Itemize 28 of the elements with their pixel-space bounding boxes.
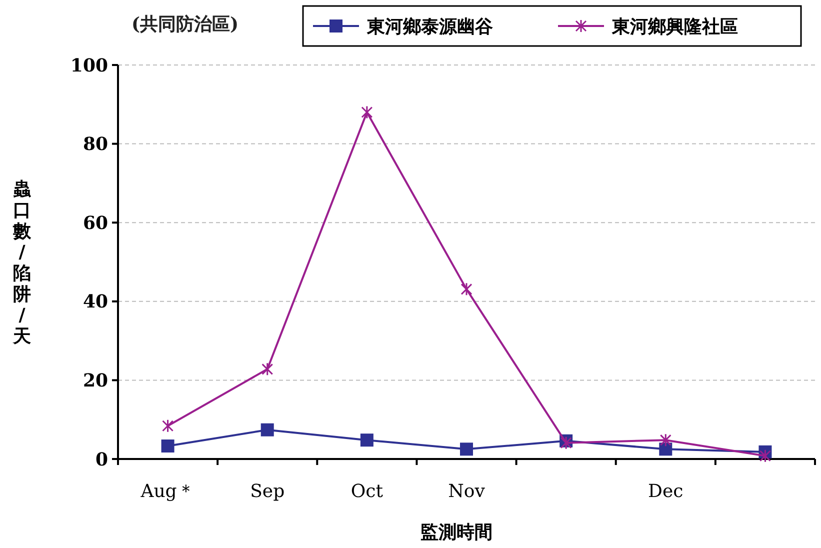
point	[262, 362, 274, 376]
y-tick-label: 80	[82, 134, 108, 156]
point	[660, 433, 672, 447]
point	[162, 419, 174, 433]
legend-label: 東河鄉興隆社區	[611, 16, 738, 38]
point	[659, 442, 672, 456]
y-tick-label: 20	[82, 370, 108, 392]
point	[161, 440, 174, 452]
x-tick-label: Sep	[250, 481, 285, 502]
point	[759, 449, 771, 463]
point	[460, 282, 472, 296]
point	[560, 436, 572, 450]
x-tick-label: Nov	[448, 481, 486, 502]
chart-title: (共同防治區)	[131, 14, 239, 35]
x-tick-label: Dec	[648, 481, 684, 502]
x-axis-title: 監測時間	[420, 522, 492, 543]
y-tick-label: 40	[82, 292, 108, 313]
point	[361, 106, 373, 120]
y-axis-title: 蟲口數/陷阱/天	[12, 178, 32, 347]
x-tick-label: Oct	[350, 481, 384, 502]
y-tick-label: 100	[70, 55, 108, 76]
point	[460, 442, 473, 456]
point	[260, 423, 274, 436]
legend-label: 東河鄉泰源幽谷	[366, 16, 494, 38]
point	[360, 434, 374, 447]
x-tick-label: Aug＊	[140, 481, 195, 502]
y-tick-label: 0	[95, 449, 108, 470]
y-tick-label: 60	[82, 212, 108, 234]
